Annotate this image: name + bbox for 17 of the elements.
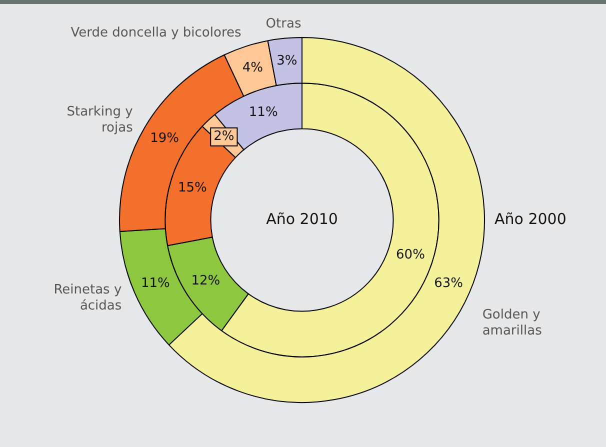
- data-label: 2%: [214, 129, 234, 144]
- data-label: 11%: [140, 276, 170, 291]
- slice-label: Año 2000: [494, 210, 566, 228]
- slice-label: Año 2010: [266, 210, 338, 228]
- slice-label: Reinetas y ácidas: [54, 282, 122, 314]
- data-label: 19%: [150, 131, 180, 146]
- data-label: 63%: [434, 276, 464, 291]
- data-label: 15%: [178, 180, 207, 196]
- data-label: 60%: [396, 248, 425, 263]
- slice-label: Starking y rojas: [66, 104, 134, 136]
- slice-label: Otras: [266, 16, 302, 32]
- data-label: 4%: [242, 60, 263, 76]
- slice-label: Verde doncella y bicolores: [70, 25, 242, 40]
- data-label: 3%: [276, 53, 298, 68]
- data-label: 12%: [191, 273, 220, 288]
- slice-label: Golden y amarillas: [482, 307, 542, 338]
- data-label: 11%: [248, 105, 278, 120]
